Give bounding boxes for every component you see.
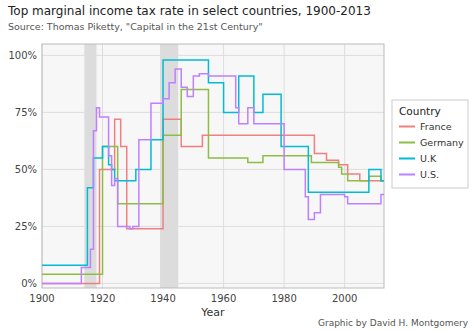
legend-entry: U.S. (420, 169, 439, 180)
grid-line-x (344, 44, 345, 288)
x-tick-label: 1900 (29, 293, 54, 304)
legend-swatch (399, 142, 415, 144)
y-tick-label: 25% (15, 221, 37, 232)
legend-swatch (399, 158, 415, 160)
x-axis-label: Year (200, 306, 225, 319)
legend-title: Country (399, 105, 441, 117)
grid (42, 44, 384, 288)
legend-box (392, 100, 468, 188)
legend-swatch (399, 126, 415, 128)
chart: Top marginal income tax rate in select c… (0, 0, 474, 331)
y-tick-label: 50% (15, 164, 37, 175)
shaded-ranges (84, 44, 178, 288)
plot-background (42, 44, 384, 288)
y-tick-label: 0% (21, 278, 37, 289)
footer: Graphic by David H. Montgomery (318, 318, 469, 328)
step-line (42, 69, 384, 283)
legend-swatch (399, 174, 415, 176)
title: Top marginal income tax rate in select c… (7, 4, 371, 18)
grid-line-y (42, 55, 384, 56)
legend-entry: Germany (420, 137, 464, 148)
x-tick-label: 1980 (271, 293, 296, 304)
legend-entry: France (420, 121, 452, 132)
x-tick-label: 1920 (90, 293, 115, 304)
lines (42, 60, 384, 283)
y-tick-label: 75% (15, 107, 37, 118)
y-tick-label: 100% (8, 50, 37, 61)
subtitle: Source: Thomas Piketty, "Capital in the … (8, 21, 263, 32)
x-tick-label: 2000 (332, 293, 357, 304)
x-tick-label: 1960 (211, 293, 236, 304)
legend-entry: U.K (420, 153, 437, 164)
legend: Country France Germany U.K U.S. (392, 100, 468, 188)
x-tick-label: 1940 (150, 293, 175, 304)
plot-frame (42, 44, 384, 288)
grid-line-x (223, 44, 224, 288)
grid-line-y (42, 112, 384, 113)
